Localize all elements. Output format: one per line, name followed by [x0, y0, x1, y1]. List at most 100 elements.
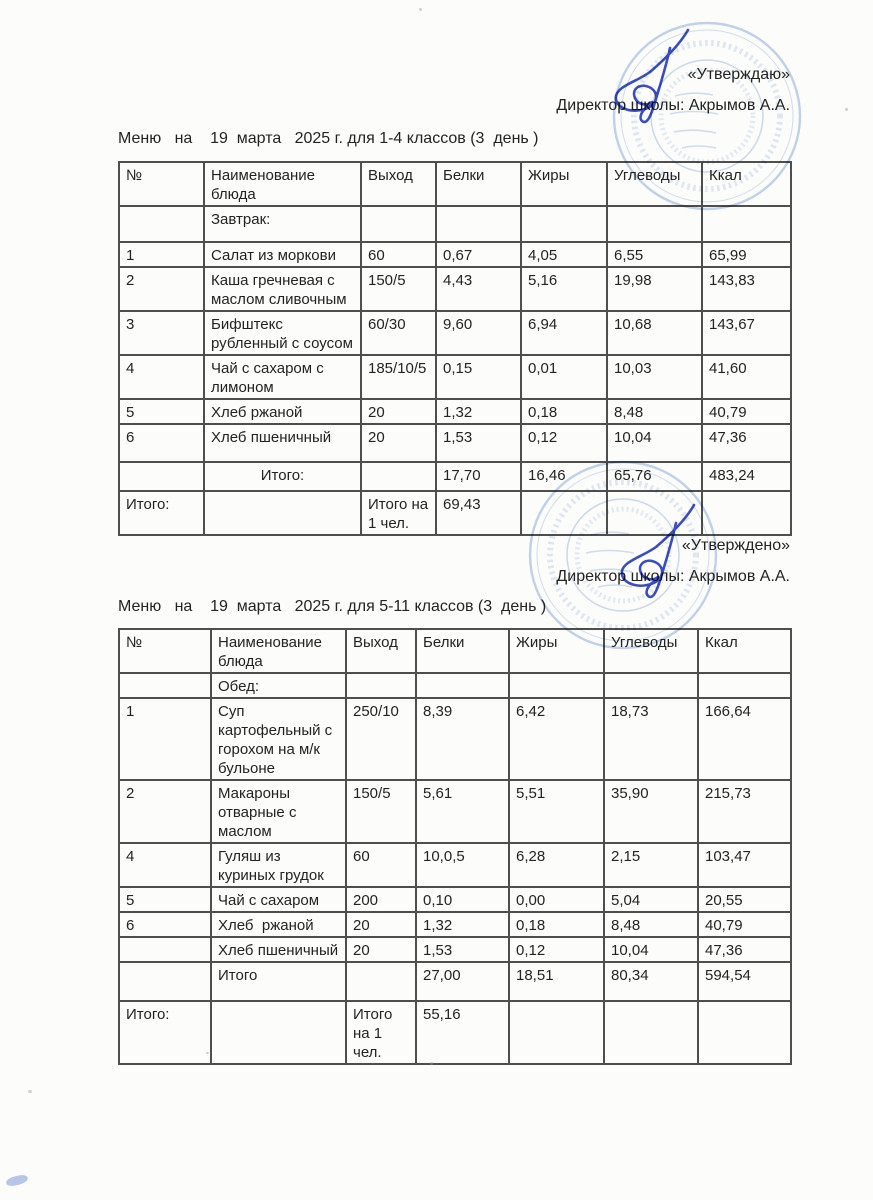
- cell-belki: 10,0,5: [415, 842, 510, 888]
- cell-vykhod: 150/5: [360, 266, 437, 312]
- totals-zhiry: 18,51: [508, 961, 605, 1002]
- header-cell-belki: Белки: [415, 628, 510, 674]
- cell-uglevody: 6,55: [606, 241, 703, 268]
- table-row: 6 Хлеб пшеничный 20 1,53 0,12 10,04 47,3…: [118, 423, 792, 463]
- cell-belki: 5,61: [415, 779, 510, 844]
- table-row: 1 Суп картофельный с горохом на м/к буль…: [118, 697, 792, 781]
- cell-belki: 0,10: [415, 886, 510, 913]
- header-cell-zhiry: Жиры: [520, 161, 608, 207]
- cell-num: 5: [118, 398, 205, 425]
- empty-cell: [435, 205, 522, 243]
- table-row: 1 Салат из моркови 60 0,67 4,05 6,55 65,…: [118, 241, 792, 268]
- cell-vykhod: 20: [345, 911, 417, 938]
- cell-belki: 8,39: [415, 697, 510, 781]
- cell-vykhod: 150/5: [345, 779, 417, 844]
- cell-zhiry: 6,28: [508, 842, 605, 888]
- ink-smudge: [5, 1173, 29, 1188]
- empty-cell: [345, 672, 417, 699]
- cell-kkal: 65,99: [701, 241, 792, 268]
- cell-zhiry: 0,12: [508, 936, 605, 963]
- empty-cell: [203, 490, 362, 536]
- cell-zhiry: 6,42: [508, 697, 605, 781]
- empty-cell: [360, 461, 437, 492]
- cell-vykhod: 20: [360, 398, 437, 425]
- empty-cell: [520, 205, 608, 243]
- table-row: 5 Хлеб ржаной 20 1,32 0,18 8,48 40,79: [118, 398, 792, 425]
- empty-cell: [360, 205, 437, 243]
- cell-kkal: 40,79: [697, 911, 792, 938]
- cell-name: Каша гречневая с маслом сливочным: [203, 266, 362, 312]
- header-cell-name: Наименование блюда: [210, 628, 347, 674]
- cell-kkal: 166,64: [697, 697, 792, 781]
- cell-uglevody: 5,04: [603, 886, 699, 913]
- cell-vykhod: 250/10: [345, 697, 417, 781]
- empty-cell: [118, 205, 205, 243]
- menu-table-grades-1-4: № Наименование блюда Выход Белки Жиры Уг…: [118, 161, 792, 536]
- director-line-2: Директор школы: Акрымов А.А.: [556, 568, 790, 585]
- per-person-label: Итого:: [118, 1000, 212, 1065]
- cell-zhiry: 0,00: [508, 886, 605, 913]
- cell-belki: 0,67: [435, 241, 522, 268]
- cell-vykhod: 185/10/5: [360, 354, 437, 400]
- header-cell-num: №: [118, 628, 212, 674]
- menu-title-1: Меню на 19 марта 2025 г. для 1-4 классов…: [118, 130, 539, 147]
- meal-section-label: Завтрак:: [203, 205, 362, 243]
- cell-zhiry: 6,94: [520, 310, 608, 356]
- totals-uglevody: 80,34: [603, 961, 699, 1002]
- cell-kkal: 143,83: [701, 266, 792, 312]
- cell-vykhod: 200: [345, 886, 417, 913]
- per-person-value: 55,16: [415, 1000, 510, 1065]
- cell-belki: 4,43: [435, 266, 522, 312]
- cell-name: Бифштекс рубленный с соусом: [203, 310, 362, 356]
- empty-cell: [697, 672, 792, 699]
- cell-uglevody: 8,48: [603, 911, 699, 938]
- cell-kkal: 20,55: [697, 886, 792, 913]
- approve-label-1: «Утверждаю»: [687, 66, 790, 83]
- per-person-sublabel: Итого на 1 чел.: [360, 490, 437, 536]
- totals-uglevody: 65,76: [606, 461, 703, 492]
- cell-name: Гуляш из куриных грудок: [210, 842, 347, 888]
- per-person-row: Итого: Итого на 1 чел. 55,16: [118, 1000, 792, 1065]
- meal-section-row: Завтрак:: [118, 205, 792, 243]
- cell-uglevody: 2,15: [603, 842, 699, 888]
- totals-belki: 17,70: [435, 461, 522, 492]
- cell-belki: 0,15: [435, 354, 522, 400]
- cell-zhiry: 4,05: [520, 241, 608, 268]
- empty-cell: [508, 672, 605, 699]
- cell-zhiry: 0,01: [520, 354, 608, 400]
- cell-num: 5: [118, 886, 212, 913]
- header-cell-uglevody: Углеводы: [606, 161, 703, 207]
- empty-cell: [603, 672, 699, 699]
- cell-vykhod: 60: [345, 842, 417, 888]
- menu-table-grades-5-11: № Наименование блюда Выход Белки Жиры Уг…: [118, 628, 792, 1065]
- cell-zhiry: 5,51: [508, 779, 605, 844]
- totals-kkal: 483,24: [701, 461, 792, 492]
- scan-speck: [430, 1062, 433, 1065]
- scan-speck: [206, 1052, 209, 1054]
- cell-num: 3: [118, 310, 205, 356]
- header-cell-uglevody: Углеводы: [603, 628, 699, 674]
- cell-num: 1: [118, 697, 212, 781]
- director-line-1: Директор школы: Акрымов А.А.: [556, 97, 790, 114]
- table-row: 4 Гуляш из куриных грудок 60 10,0,5 6,28…: [118, 842, 792, 888]
- totals-kkal: 594,54: [697, 961, 792, 1002]
- cell-kkal: 103,47: [697, 842, 792, 888]
- empty-cell: [210, 1000, 347, 1065]
- cell-vykhod: 60/30: [360, 310, 437, 356]
- empty-cell: [118, 961, 212, 1002]
- cell-name: Хлеб ржаной: [203, 398, 362, 425]
- table-row: 4 Чай с сахаром с лимоном 185/10/5 0,15 …: [118, 354, 792, 400]
- cell-belki: 1,53: [435, 423, 522, 463]
- empty-cell: [606, 490, 703, 536]
- header-cell-vykhod: Выход: [345, 628, 417, 674]
- empty-cell: [697, 1000, 792, 1065]
- empty-cell: [508, 1000, 605, 1065]
- cell-num: 2: [118, 779, 212, 844]
- cell-name: Хлеб ржаной: [210, 911, 347, 938]
- cell-kkal: 47,36: [697, 936, 792, 963]
- empty-cell: [520, 490, 608, 536]
- totals-row: Итого 27,00 18,51 80,34 594,54: [118, 961, 792, 1002]
- cell-zhiry: 0,18: [508, 911, 605, 938]
- empty-cell: [415, 672, 510, 699]
- header-cell-kkal: Ккал: [697, 628, 792, 674]
